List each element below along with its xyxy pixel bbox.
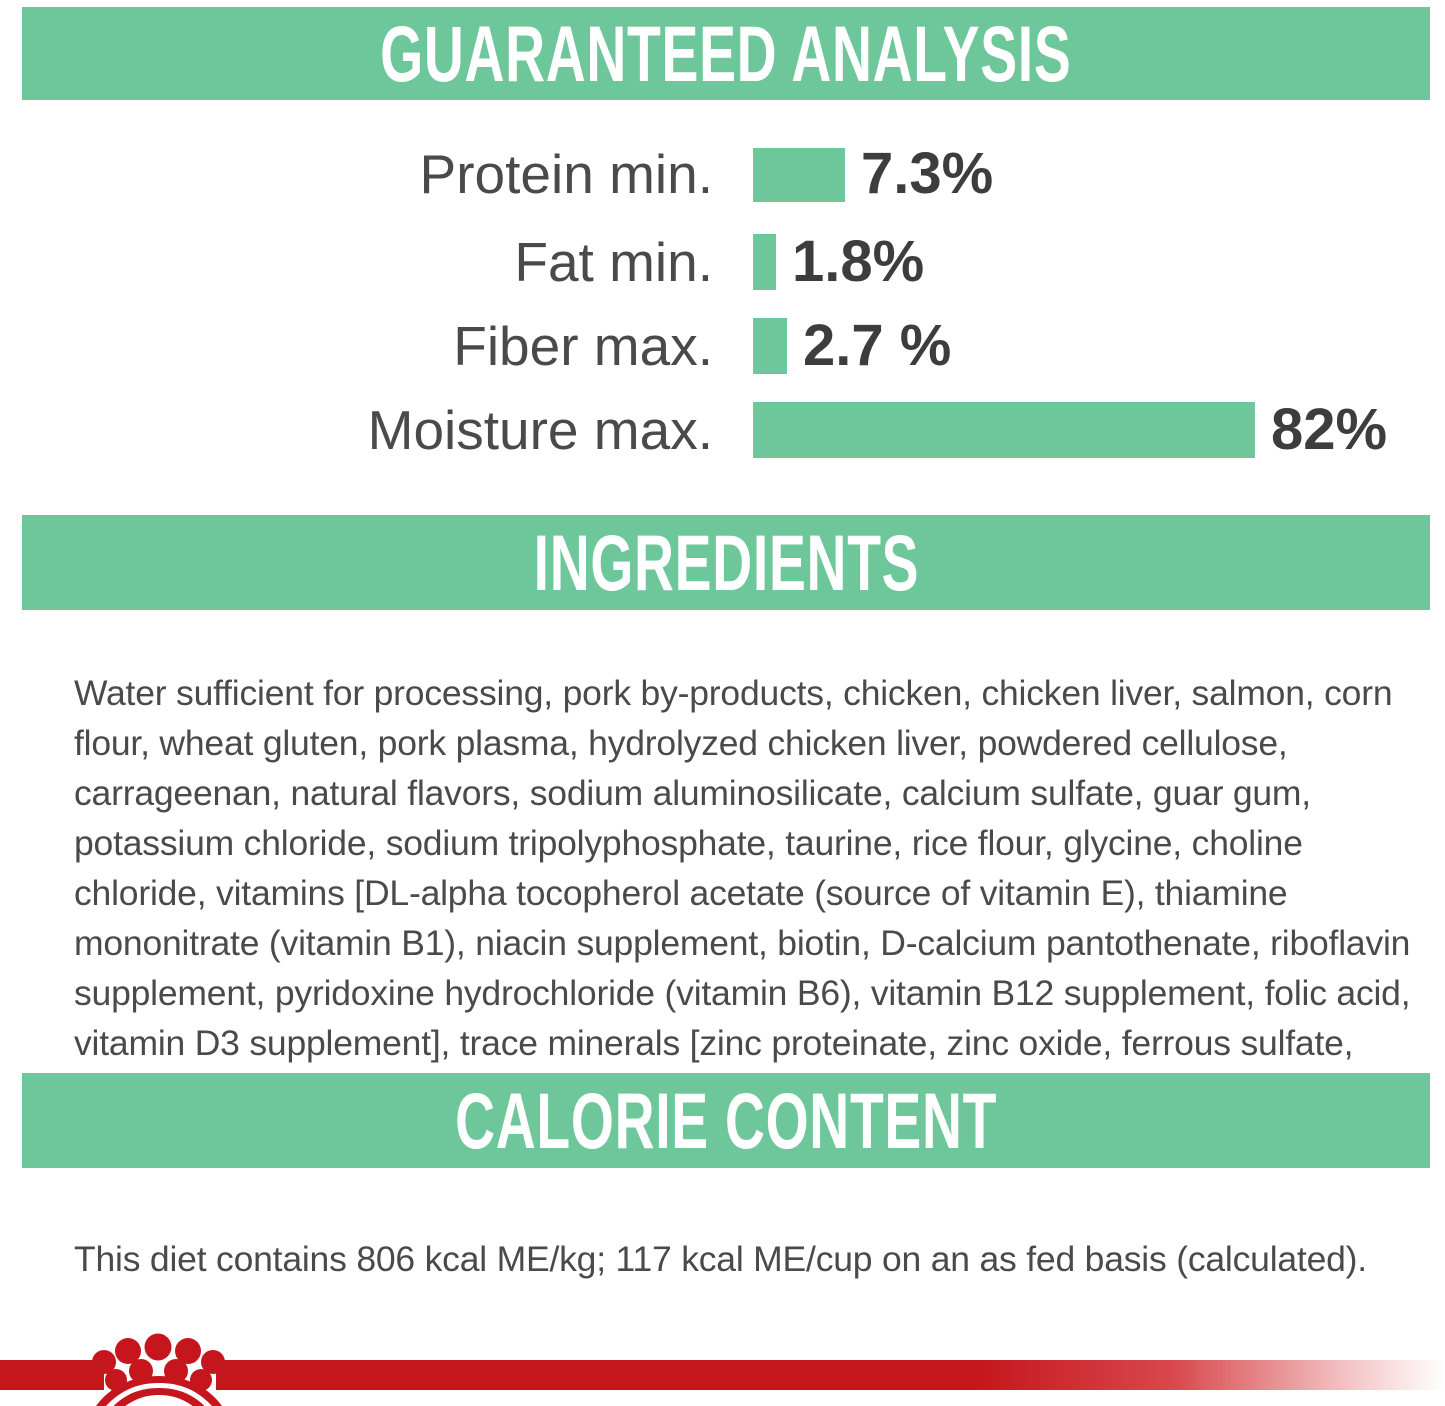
calorie-content-header: CALORIE CONTENT [22, 1073, 1430, 1168]
guaranteed-analysis-row: Moisture max. 82% [0, 388, 1445, 472]
nutrient-value: 7.3% [861, 141, 994, 206]
nutrient-bar [753, 234, 776, 290]
guaranteed-analysis-chart: Protein min. 7.3% Fat min. 1.8% Fiber max. 2.… [0, 132, 1445, 502]
brand-footer [0, 1333, 1445, 1406]
ingredients-heading: INGREDIENTS [533, 518, 919, 607]
nutrient-bar [753, 402, 1255, 458]
calorie-content-heading: CALORIE CONTENT [454, 1076, 997, 1165]
footer-rule-left [0, 1360, 104, 1390]
guaranteed-analysis-heading: GUARANTEED ANALYSIS [380, 9, 1072, 98]
guaranteed-analysis-row: Fat min. 1.8% [0, 220, 1445, 304]
nutrient-bar [753, 148, 845, 202]
guaranteed-analysis-row: Fiber max. 2.7 % [0, 304, 1445, 388]
nutrient-label: Moisture max. [367, 399, 713, 461]
nutrient-bar [753, 318, 787, 374]
ingredients-list: Water sufficient for processing, pork by… [74, 672, 1411, 1113]
guaranteed-analysis-row: Protein min. 7.3% [0, 132, 1445, 216]
guaranteed-analysis-header: GUARANTEED ANALYSIS [22, 7, 1430, 100]
ingredients-header: INGREDIENTS [22, 515, 1430, 610]
footer-rule-right [216, 1360, 1445, 1390]
nutrient-value: 2.7 % [803, 313, 952, 378]
nutrient-value: 1.8% [792, 229, 925, 294]
royal-canin-crown-icon [92, 1333, 225, 1406]
nutrient-label: Fat min. [514, 231, 713, 293]
nutrient-value: 82% [1271, 397, 1388, 462]
nutrient-label: Protein min. [419, 143, 713, 205]
calorie-content-statement: This diet contains 806 kcal ME/kg; 117 k… [74, 1238, 1367, 1279]
nutrient-label: Fiber max. [453, 315, 713, 377]
